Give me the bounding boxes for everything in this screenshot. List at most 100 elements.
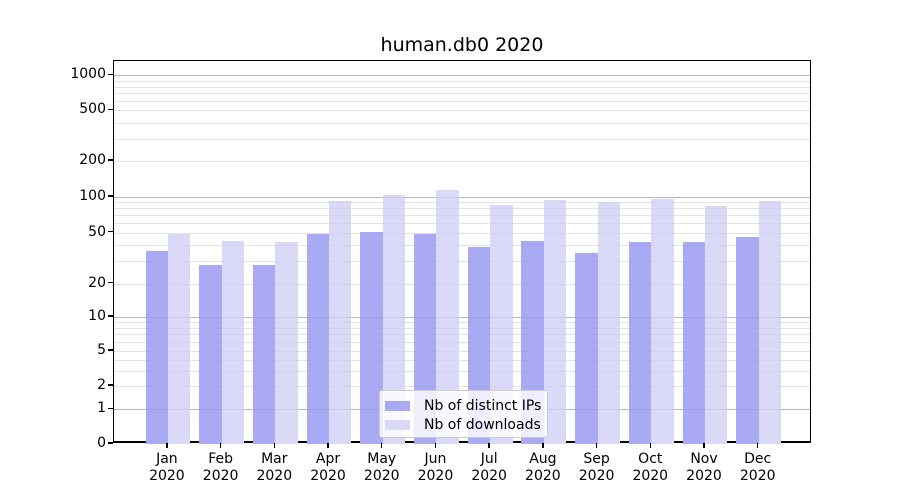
bar-distinct-ips-feb bbox=[199, 264, 222, 444]
gridline-minor-200 bbox=[114, 161, 810, 162]
bar-downloads-jun bbox=[436, 190, 459, 444]
y-tick-label-50: 50 bbox=[88, 223, 106, 240]
x-tick-label-may: May 2020 bbox=[352, 451, 412, 484]
gridline-minor-3 bbox=[114, 370, 810, 372]
x-tick-year: 2020 bbox=[525, 467, 561, 484]
legend-label-downloads: Nb of downloads bbox=[424, 416, 541, 433]
x-tick-label-dec: Dec 2020 bbox=[728, 451, 788, 484]
x-tick-mark-jul bbox=[488, 443, 490, 448]
gridline-minor-80 bbox=[114, 208, 810, 210]
gridline-minor-600 bbox=[114, 101, 810, 103]
y-tick-label-1: 1 bbox=[97, 400, 106, 417]
gridline-minor-5 bbox=[114, 351, 810, 352]
x-tick-mark-dec bbox=[757, 443, 759, 448]
y-tick-mark-100 bbox=[108, 195, 113, 197]
gridline-minor-60 bbox=[114, 223, 810, 225]
gridline-minor-overlay-5 bbox=[114, 351, 810, 352]
gridline-minor-overlay-500 bbox=[114, 110, 810, 112]
gridline-minor-2 bbox=[114, 386, 810, 387]
bar-downloads-may bbox=[382, 195, 406, 444]
y-tick-mark-2 bbox=[108, 384, 113, 386]
gridline-overlay bbox=[114, 61, 810, 441]
legend-item: Nb of downloads bbox=[385, 415, 547, 434]
x-tick-year: 2020 bbox=[578, 467, 615, 484]
bar-distinct-ips-may bbox=[360, 231, 383, 444]
y-tick-mark-5 bbox=[108, 349, 113, 351]
y-tick-mark-20 bbox=[108, 282, 113, 284]
bar-downloads-apr bbox=[329, 201, 352, 444]
x-tick-year: 2020 bbox=[149, 467, 185, 484]
x-tick-mark-nov bbox=[703, 443, 705, 448]
x-tick-mark-jun bbox=[434, 443, 437, 448]
gridline-minor-30 bbox=[114, 261, 810, 263]
gridline-major-overlay-1000 bbox=[114, 75, 810, 77]
x-tick-label-feb: Feb 2020 bbox=[191, 451, 251, 484]
gridline-minor-20 bbox=[114, 283, 810, 285]
gridline-minor-overlay-20 bbox=[114, 283, 810, 285]
gridline-minor-300 bbox=[114, 138, 810, 140]
x-tick-mark-may bbox=[381, 443, 383, 448]
gridline-minor-90 bbox=[114, 202, 810, 204]
y-tick-label-2: 2 bbox=[97, 377, 106, 393]
gridline-minor-overlay-300 bbox=[114, 138, 810, 140]
legend-label-distinct-ips: Nb of distinct IPs bbox=[424, 397, 542, 414]
gridline-minor-50 bbox=[114, 232, 810, 234]
x-tick-label-jul: Jul 2020 bbox=[459, 451, 519, 484]
y-tick-label-10: 10 bbox=[88, 308, 106, 324]
bar-distinct-ips-jan bbox=[145, 250, 168, 444]
gridline-minor-overlay-3 bbox=[114, 370, 810, 372]
y-tick-label-5: 5 bbox=[97, 342, 106, 358]
bar-downloads-oct bbox=[651, 199, 674, 444]
gridline-major-overlay-100 bbox=[114, 197, 810, 198]
chart-title: human.db0 2020 bbox=[380, 34, 544, 56]
legend-item: Nb of distinct IPs bbox=[385, 396, 547, 415]
gridline-minor-900 bbox=[114, 80, 810, 82]
bar-downloads-jul bbox=[490, 204, 513, 444]
x-tick-year: 2020 bbox=[256, 467, 293, 484]
bar-distinct-ips-dec bbox=[736, 237, 759, 444]
gridline-major-10 bbox=[114, 317, 810, 318]
gridline-minor-70 bbox=[114, 215, 810, 217]
gridline-minor-overlay-2 bbox=[114, 386, 810, 387]
bar-downloads-feb bbox=[221, 241, 244, 444]
x-tick-year: 2020 bbox=[686, 467, 722, 484]
gridline-minor-8 bbox=[114, 327, 810, 329]
bars-layer bbox=[114, 61, 810, 444]
y-tick-label-0: 0 bbox=[97, 435, 106, 451]
gridline-minor-overlay-70 bbox=[114, 215, 810, 217]
x-tick-year: 2020 bbox=[739, 467, 776, 484]
gridline-minor-800 bbox=[114, 86, 810, 88]
x-tick-label-jan: Jan 2020 bbox=[137, 451, 197, 484]
gridline-minor-overlay-400 bbox=[114, 122, 810, 124]
gridline-minor-overlay-600 bbox=[114, 101, 810, 103]
x-tick-label-jun: Jun 2020 bbox=[405, 451, 465, 484]
gridline-minor-overlay-80 bbox=[114, 208, 810, 210]
y-tick-mark-500 bbox=[108, 108, 113, 110]
bar-distinct-ips-mar bbox=[252, 264, 276, 444]
gridline-minor-overlay-4 bbox=[114, 359, 810, 361]
x-tick-mark-oct bbox=[649, 443, 651, 448]
bar-distinct-ips-oct bbox=[628, 242, 652, 444]
gridline-minor-overlay-60 bbox=[114, 223, 810, 225]
y-tick-mark-1 bbox=[108, 407, 113, 409]
gridline-minor-overlay-6 bbox=[114, 342, 810, 344]
x-tick-mark-jan bbox=[166, 443, 168, 448]
gridline-minor-overlay-30 bbox=[114, 261, 810, 263]
x-tick-mark-mar bbox=[273, 443, 275, 448]
bar-downloads-nov bbox=[705, 205, 728, 444]
x-tick-year: 2020 bbox=[632, 467, 669, 484]
gridline-minor-overlay-200 bbox=[114, 161, 810, 162]
x-tick-year: 2020 bbox=[202, 467, 239, 484]
y-tick-mark-200 bbox=[108, 159, 113, 161]
y-tick-mark-10 bbox=[108, 315, 113, 317]
gridline-minor-overlay-8 bbox=[114, 327, 810, 329]
y-tick-label-200: 200 bbox=[79, 152, 106, 168]
x-tick-label-nov: Nov 2020 bbox=[674, 451, 734, 484]
bar-distinct-ips-apr bbox=[306, 233, 330, 444]
gridlines bbox=[114, 61, 810, 441]
x-tick-year: 2020 bbox=[310, 467, 346, 484]
x-tick-mark-apr bbox=[327, 443, 329, 448]
x-tick-year: 2020 bbox=[363, 467, 400, 484]
gridline-minor-overlay-9 bbox=[114, 322, 810, 324]
